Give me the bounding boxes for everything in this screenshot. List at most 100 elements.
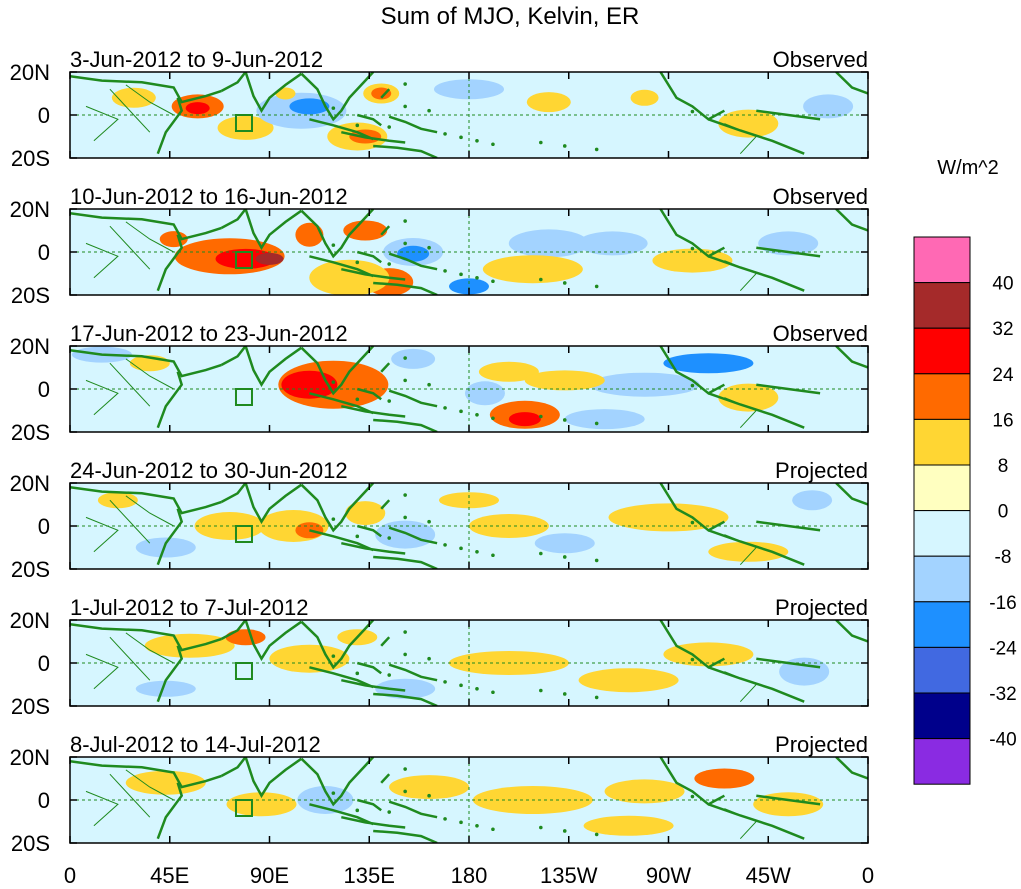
island <box>331 654 336 658</box>
coastline <box>659 209 725 258</box>
longitude-label: 0 <box>64 863 76 888</box>
coastline <box>373 692 438 706</box>
island <box>690 657 695 662</box>
anomaly-contour <box>215 248 276 269</box>
coastline <box>156 97 184 155</box>
anomaly-contour <box>439 492 499 509</box>
coastline <box>356 387 382 401</box>
coastline <box>380 499 391 510</box>
island <box>403 82 407 86</box>
colorbar-swatch <box>913 236 971 284</box>
country-border <box>125 495 174 527</box>
coastline <box>659 483 725 532</box>
coastline <box>380 773 391 784</box>
coastline <box>70 623 222 652</box>
island <box>427 382 431 387</box>
colorbar-tick-label: -32 <box>989 684 1016 705</box>
colorbar-swatch <box>913 646 971 694</box>
map-field <box>70 620 868 706</box>
coastline <box>373 281 438 295</box>
coastline <box>221 209 247 230</box>
country-border <box>109 773 151 818</box>
coastline <box>300 72 375 122</box>
coastline <box>373 144 438 158</box>
island <box>403 104 407 109</box>
country-border <box>724 808 758 840</box>
coastline <box>380 88 391 99</box>
island <box>491 416 495 421</box>
anomaly-contour <box>309 259 390 295</box>
colorbar-swatch <box>913 418 971 466</box>
coastline <box>244 72 303 114</box>
island <box>539 551 543 556</box>
island <box>539 140 543 145</box>
island <box>403 767 407 771</box>
anomaly-contour <box>345 501 386 526</box>
panel-period-label: 24-Jun-2012 to 30-Jun-2012 <box>70 458 348 483</box>
coastline <box>707 118 805 155</box>
island <box>459 135 463 140</box>
coastline <box>156 234 184 292</box>
island <box>427 245 431 250</box>
country-border <box>724 534 758 566</box>
island <box>427 656 431 661</box>
island <box>387 810 392 814</box>
colorbar-swatch <box>913 373 971 420</box>
anomaly-contour <box>295 222 324 247</box>
country-border <box>109 499 151 544</box>
anomaly-contour <box>389 775 470 800</box>
latitude-label: 20S <box>11 557 50 582</box>
country-border <box>109 225 151 270</box>
colorbar-swatch <box>913 282 971 329</box>
island <box>459 272 463 277</box>
coastline <box>300 620 375 670</box>
island <box>491 279 495 284</box>
colorbar-tick-label: 24 <box>992 365 1014 386</box>
island <box>403 789 407 794</box>
coastline <box>341 678 406 692</box>
coastline <box>70 349 222 378</box>
coastline <box>707 666 805 703</box>
colorbar-tick-label: 40 <box>992 274 1013 295</box>
coastline <box>244 620 303 662</box>
anomaly-contour <box>792 490 833 511</box>
coastline <box>300 346 375 396</box>
island <box>459 820 463 825</box>
island <box>443 132 447 136</box>
longitude-label: 90E <box>250 863 289 888</box>
island <box>475 550 479 554</box>
country-border <box>125 221 174 253</box>
anomaly-contour <box>803 94 854 119</box>
anomaly-contour <box>97 492 138 509</box>
island <box>331 106 336 110</box>
country-border <box>109 636 151 681</box>
coastline <box>70 486 222 515</box>
island <box>562 281 567 285</box>
country-border <box>724 671 758 703</box>
coastline <box>309 392 374 415</box>
coastline <box>221 483 247 504</box>
country-border <box>109 362 151 407</box>
island <box>475 139 479 143</box>
island <box>355 534 360 539</box>
colorbar-swatch <box>913 555 971 603</box>
latitude-label: 20N <box>10 608 50 633</box>
anomaly-contour <box>194 512 265 540</box>
coastline <box>659 757 725 806</box>
coastline <box>309 255 374 278</box>
coastline <box>756 794 821 806</box>
longitude-label: 45W <box>746 863 791 888</box>
coastline <box>659 346 725 395</box>
island <box>387 125 392 129</box>
island <box>403 219 407 223</box>
latitude-label: 20S <box>11 420 50 445</box>
country-border <box>724 260 758 292</box>
index-region-box <box>234 114 253 132</box>
coastline <box>341 815 406 829</box>
coastline <box>835 620 868 643</box>
anomaly-contour <box>508 412 541 427</box>
coastline <box>373 829 438 843</box>
panel-status-label: Projected <box>775 595 868 620</box>
coastline <box>309 529 374 552</box>
